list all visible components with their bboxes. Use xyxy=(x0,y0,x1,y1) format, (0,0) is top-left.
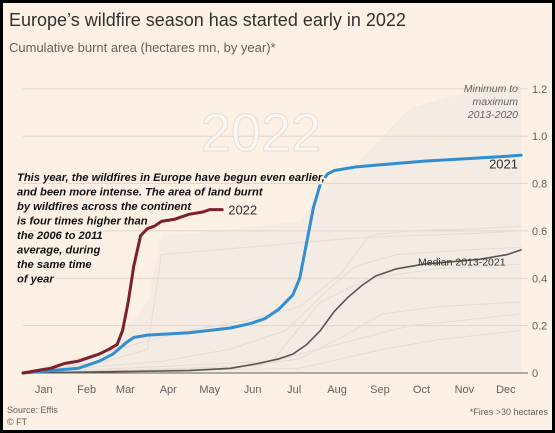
chart-title: Europe’s wildfire season has started ear… xyxy=(9,10,406,30)
range-band-label: 2013-2020 xyxy=(467,109,518,121)
other-year-line xyxy=(22,247,522,374)
x-tick-label: Mar xyxy=(116,384,135,396)
annotation-line: and been more intense. The area of land … xyxy=(17,187,264,199)
y-tick-label: 0.6 xyxy=(532,226,547,238)
x-tick-label: Aug xyxy=(327,384,347,396)
y-tick-label: 1.2 xyxy=(532,84,547,96)
x-tick-label: Jun xyxy=(244,384,262,396)
other-year-line xyxy=(22,263,522,374)
ft-credit: © FT xyxy=(7,417,28,427)
series-line-2022 xyxy=(21,208,224,375)
source-note: Source: Effis xyxy=(7,405,58,415)
annotation-line: This year, the wildfires in Europe have … xyxy=(17,172,325,184)
footnote: *Fires >30 hectares xyxy=(469,407,548,417)
range-band-label: maximum xyxy=(472,96,518,108)
annotation-line: is four times higher than xyxy=(17,216,148,228)
annotation-line: the 2006 to 2011 xyxy=(17,230,103,242)
x-tick-label: Feb xyxy=(77,384,96,396)
x-tick-label: Nov xyxy=(455,384,475,396)
annotation-line: average, during xyxy=(17,245,100,257)
x-tick-label: Jan xyxy=(35,384,53,396)
y-tick-label: 0.4 xyxy=(532,273,547,285)
annotation-line: of year xyxy=(17,274,54,286)
other-year-line xyxy=(22,329,522,374)
series-label-2021: 2021 xyxy=(489,157,518,172)
x-tick-label: Sep xyxy=(370,384,390,396)
other-year-line xyxy=(22,230,522,374)
series-line-2021 xyxy=(21,153,523,375)
annotation-line: by wildfires across the continent xyxy=(17,201,192,213)
big-year-watermark: 2022 xyxy=(201,103,321,163)
chart-card: Europe’s wildfire season has started ear… xyxy=(3,3,552,430)
y-tick-label: 0.2 xyxy=(532,321,547,333)
line-chart: 0 0.2 0.4 0.6 0.8 1.0 1.2 Jan Feb Mar Apr May Jun Jul… xyxy=(16,83,548,396)
y-tick-label: 0.8 xyxy=(532,179,547,191)
other-year-line xyxy=(22,313,522,374)
series-label-median: Median 2013-2021 xyxy=(418,257,506,269)
x-tick-label: May xyxy=(199,384,220,396)
x-tick-label: Dec xyxy=(496,384,516,396)
series-label-2022: 2022 xyxy=(228,203,257,218)
y-tick-label: 0 xyxy=(532,368,538,380)
annotation-line: the same time xyxy=(17,259,92,271)
chart-subtitle: Cumulative burnt area (hectares mn, by y… xyxy=(9,40,276,55)
x-tick-label: Apr xyxy=(160,384,177,396)
range-band-label: Minimum to xyxy=(464,83,518,95)
other-year-line xyxy=(22,225,522,374)
y-tick-label: 1.0 xyxy=(532,131,547,143)
x-tick-label: Jul xyxy=(287,384,301,396)
series-line-median xyxy=(22,249,522,374)
x-tick-label: Oct xyxy=(413,384,430,396)
